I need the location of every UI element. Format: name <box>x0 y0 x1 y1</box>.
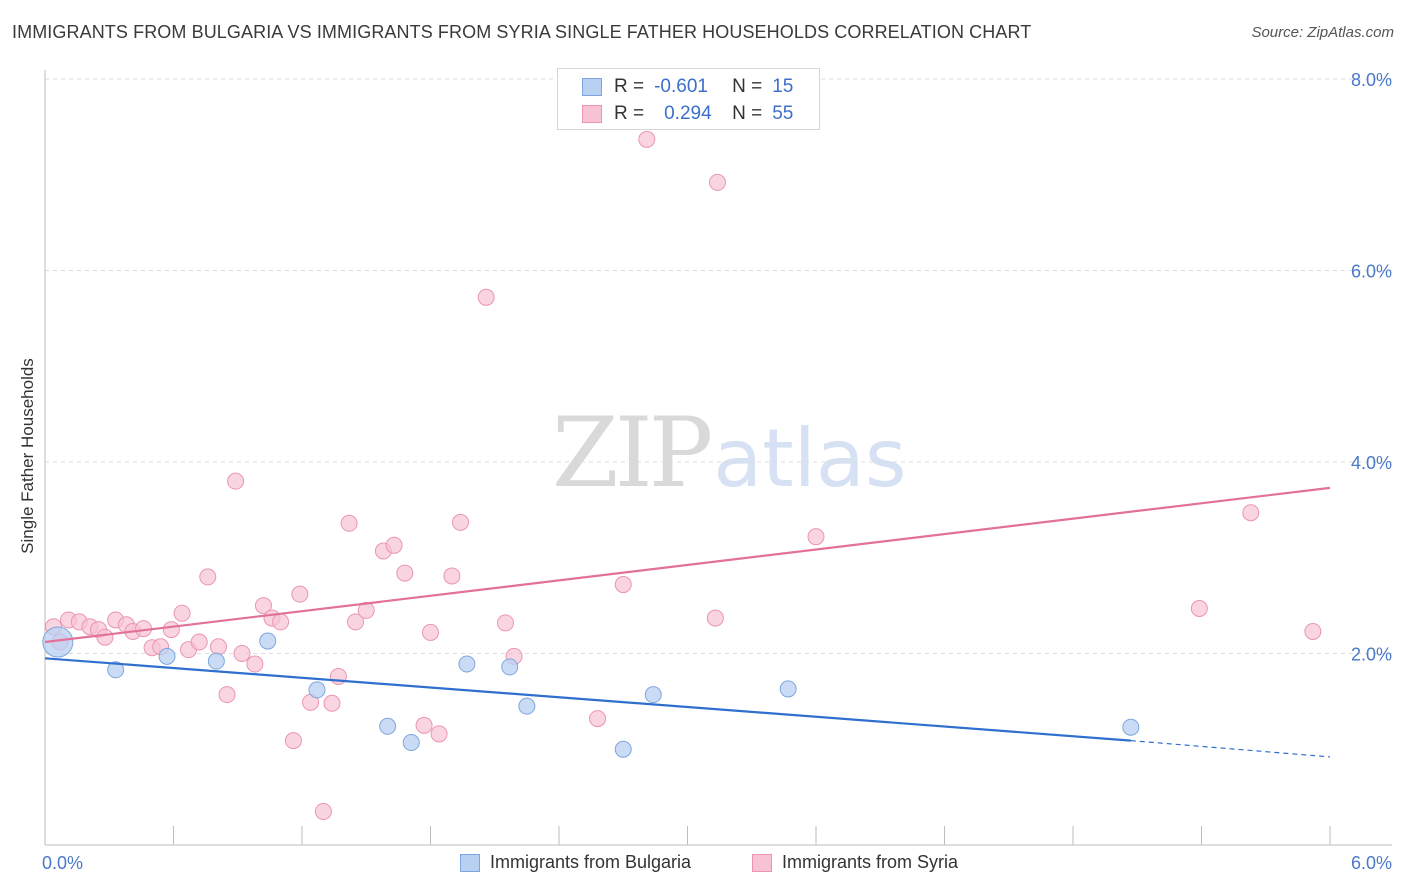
syria-point <box>706 609 724 627</box>
series-swatch-syria <box>752 853 772 872</box>
syria-point <box>233 645 251 662</box>
syria-point <box>1304 622 1322 640</box>
syria-point <box>496 614 514 632</box>
legend-n-label: N = <box>732 103 763 124</box>
legend-n-label: N = <box>732 76 763 97</box>
series-legend-bulgaria: Immigrants from Bulgaria <box>460 852 691 873</box>
legend-n-value: 55 <box>772 103 794 124</box>
correlation-legend: R = -0.601 N = 15 R = 0.294 N = 55 <box>557 68 820 130</box>
bulgaria-point <box>644 686 662 704</box>
watermark: ZIPatlas <box>552 405 907 502</box>
y-tick-label: 4.0% <box>1351 453 1392 473</box>
syria-point <box>1190 599 1208 617</box>
bulgaria-point <box>259 632 277 650</box>
syria-point <box>422 623 439 641</box>
syria-point <box>173 604 191 622</box>
bulgaria-point <box>107 661 125 679</box>
series-label-bulgaria: Immigrants from Bulgaria <box>490 852 692 872</box>
watermark-atlas: atlas <box>713 412 907 505</box>
syria-point <box>218 686 236 704</box>
legend-row-bulgaria: R = -0.601 N = 15 <box>582 74 793 100</box>
bulgaria-point <box>614 740 632 758</box>
syria-point <box>291 585 309 603</box>
legend-n-value: 15 <box>772 76 794 97</box>
syria-point <box>396 564 414 582</box>
bulgaria-point <box>308 681 326 699</box>
bulgaria-point <box>501 658 519 676</box>
bulgaria-point <box>402 734 420 752</box>
syria-point <box>323 694 341 712</box>
y-tick-label: 6.0% <box>1351 262 1392 282</box>
syria-point <box>284 732 302 750</box>
syria-point <box>385 536 403 554</box>
series-label-syria: Immigrants from Syria <box>782 852 959 872</box>
source-label: Source: ZipAtlas.com <box>1251 24 1394 41</box>
bulgaria-point <box>1122 718 1140 736</box>
legend-swatch-syria <box>582 105 602 123</box>
y-tick-label: 2.0% <box>1351 645 1392 665</box>
bulgaria-point <box>458 655 476 673</box>
syria-point <box>443 567 461 585</box>
syria-trend-line <box>44 486 1331 644</box>
chart-title: IMMIGRANTS FROM BULGARIA VS IMMIGRANTS F… <box>12 22 1032 42</box>
syria-point <box>589 710 607 728</box>
legend-row-syria: R = 0.294 N = 55 <box>582 101 793 127</box>
bulgaria-point <box>207 652 225 670</box>
series-legend-syria: Immigrants from Syria <box>752 852 958 873</box>
bulgaria-point <box>42 626 74 658</box>
syria-point <box>246 655 264 673</box>
series-legend: Immigrants from Bulgaria Immigrants from… <box>0 852 1406 876</box>
syria-point <box>638 130 656 148</box>
legend-r-value: -0.601 <box>654 76 708 97</box>
syria-point <box>807 528 825 546</box>
syria-point <box>477 288 495 306</box>
syria-point <box>347 613 365 631</box>
syria-point <box>209 638 227 656</box>
legend-r-label: R = <box>614 103 645 124</box>
syria-point <box>415 716 433 734</box>
syria-point <box>96 628 114 646</box>
syria-point <box>199 568 217 586</box>
x-tick-label: 6.0% <box>1351 853 1392 873</box>
x-tick-label: 0.0% <box>42 853 83 873</box>
syria-point <box>614 576 632 594</box>
bulgaria-point <box>379 717 397 735</box>
syria-point <box>190 633 208 651</box>
syria-point <box>254 597 272 615</box>
watermark-zip: ZIP <box>552 397 713 509</box>
legend-r-value: 0.294 <box>664 103 712 124</box>
y-tick-label: 8.0% <box>1351 70 1392 90</box>
syria-point <box>329 667 347 685</box>
syria-point <box>451 513 469 531</box>
syria-point <box>340 514 358 532</box>
syria-point <box>708 173 726 191</box>
syria-point <box>227 472 245 490</box>
legend-r-label: R = <box>614 76 645 97</box>
bulgaria-trend-extension <box>1130 740 1331 758</box>
bulgaria-point <box>779 680 797 698</box>
syria-point <box>272 613 290 631</box>
bulgaria-trend-line <box>44 657 1131 742</box>
syria-point <box>162 621 180 639</box>
syria-point <box>314 802 332 820</box>
legend-swatch-bulgaria <box>582 78 602 96</box>
bulgaria-point <box>518 697 536 715</box>
syria-point <box>430 725 448 743</box>
series-swatch-bulgaria <box>460 853 480 872</box>
syria-point <box>1242 504 1260 522</box>
bulgaria-point <box>158 647 176 665</box>
